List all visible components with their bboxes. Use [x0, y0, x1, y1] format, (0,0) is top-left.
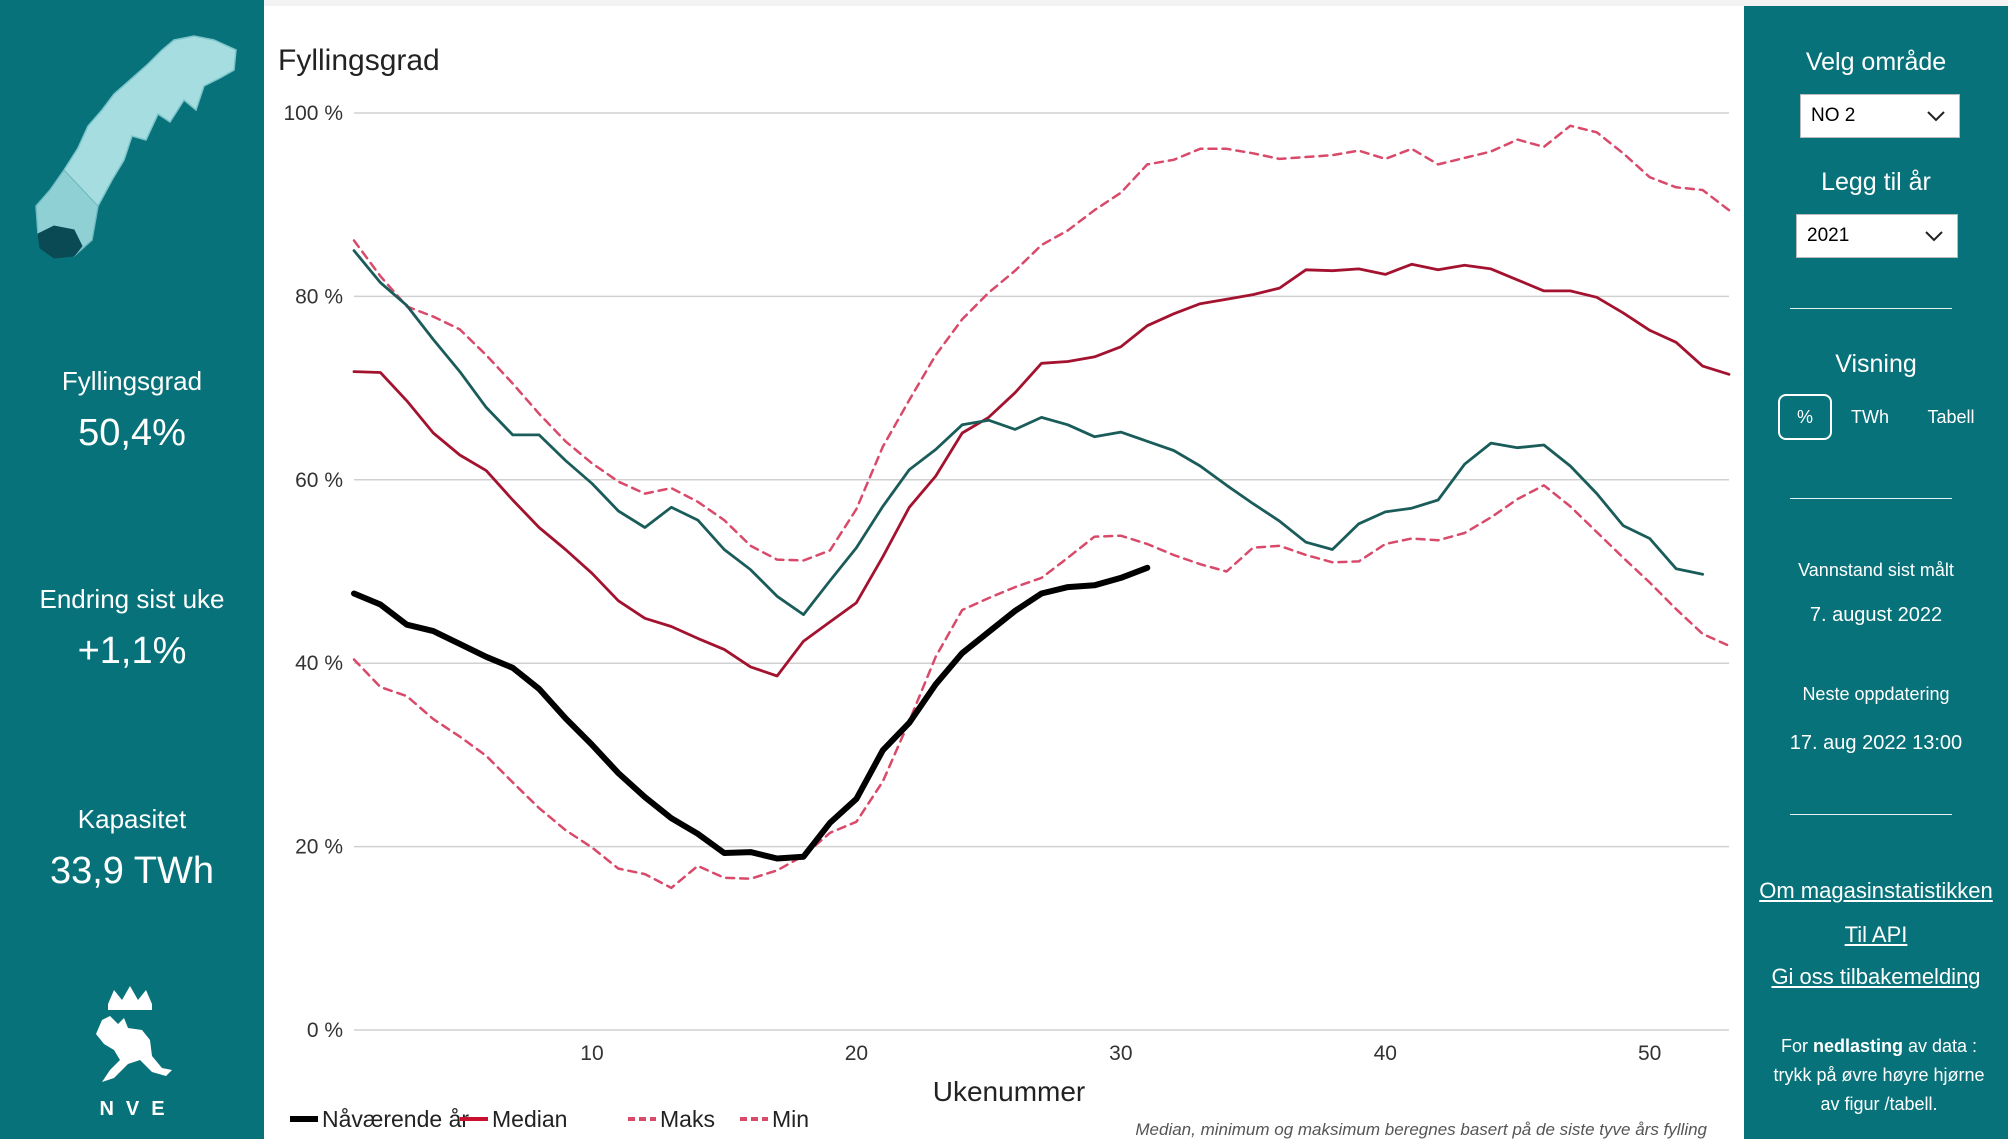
- fyllingsgrad-chart[interactable]: Fyllingsgrad 0 % 20 % 40 % 60 % 80 % 100 % 10…: [264, 6, 1744, 1139]
- area-dropdown-value: NO 2: [1811, 105, 1856, 126]
- y-tick-label: 20 %: [295, 836, 343, 859]
- reindeer-icon: [96, 1016, 172, 1082]
- legend-label: Min: [772, 1106, 809, 1132]
- norway-region-map[interactable]: [24, 30, 244, 280]
- x-axis-ticks: 10 20 30 40 50: [580, 1042, 1661, 1065]
- kpi-endring-label: Endring sist uke: [39, 584, 225, 614]
- left-kpi-panel: Fyllingsgrad 50,4% Endring sist uke +1,1…: [0, 0, 264, 1139]
- download-note-bold: nedlasting: [1812, 1036, 1903, 1056]
- x-tick-label: 10: [580, 1042, 603, 1065]
- link-tilbakemelding[interactable]: Gi oss tilbakemelding: [1771, 964, 1981, 989]
- chevron-down-icon: [1927, 111, 1945, 122]
- nve-logo-text: NVE: [99, 1098, 177, 1120]
- chart-title: Fyllingsgrad: [278, 44, 440, 77]
- x-axis-label: Ukenummer: [933, 1076, 1085, 1107]
- y-tick-label: 100 %: [283, 102, 343, 125]
- y-tick-label: 40 %: [295, 652, 343, 675]
- area-heading: Velg område: [1805, 48, 1947, 76]
- view-toggle: % TWh Tabell: [1744, 394, 2008, 444]
- divider: [1790, 308, 1952, 309]
- next-update-label: Neste oppdatering: [1802, 684, 1950, 704]
- chart-series: [351, 124, 1731, 890]
- legend-label: Nåværende år: [322, 1106, 469, 1132]
- y-axis-ticks: 0 % 20 % 40 % 60 % 80 % 100 %: [283, 102, 343, 1042]
- chart-gridlines: [354, 112, 1729, 1031]
- next-update-value: 17. aug 2022 13:00: [1789, 732, 1963, 754]
- link-til-api[interactable]: Til API: [1844, 922, 1908, 947]
- area-dropdown[interactable]: NO 2: [1800, 94, 1960, 138]
- view-option-percent[interactable]: %: [1778, 394, 1832, 440]
- kpi-endring-value: +1,1%: [77, 630, 187, 672]
- y-tick-label: 60 %: [295, 469, 343, 492]
- x-tick-label: 50: [1638, 1042, 1661, 1065]
- y-tick-label: 80 %: [295, 285, 343, 308]
- download-note: For nedlasting av data : trykk på øvre h…: [1764, 1032, 1994, 1119]
- divider: [1790, 814, 1952, 815]
- last-measured-value: 7. august 2022: [1809, 604, 1943, 626]
- kpi-fyllingsgrad-label: Fyllingsgrad: [61, 366, 203, 396]
- chart-area[interactable]: Fyllingsgrad 0 % 20 % 40 % 60 % 80 % 100 % 10…: [264, 6, 1744, 1139]
- legend-label: Maks: [660, 1106, 715, 1132]
- year-dropdown[interactable]: 2021: [1796, 214, 1958, 258]
- norway-map-region-selected[interactable]: [37, 225, 83, 259]
- download-note-prefix: For: [1780, 1036, 1813, 1056]
- last-measured-label: Vannstand sist målt: [1798, 560, 1954, 580]
- chevron-down-icon: [1925, 231, 1943, 242]
- download-note-suffix: av data : trykk på øvre høyre hjørne av …: [1773, 1036, 1985, 1114]
- link-om-magasinstatistikken[interactable]: Om magasinstatistikken: [1759, 878, 1993, 903]
- nve-logo: [80, 982, 180, 1092]
- kpi-kapasitet-label: Kapasitet: [77, 804, 187, 834]
- series-line-maks[interactable]: [352, 124, 1731, 562]
- series-line-min[interactable]: [352, 484, 1731, 890]
- divider: [1790, 498, 1952, 499]
- kpi-kapasitet-value: 33,9 TWh: [49, 850, 215, 892]
- legend-label: Median: [492, 1106, 567, 1132]
- year-dropdown-value: 2021: [1807, 225, 1850, 246]
- chart-legend: Nåværende år Median Maks Min: [290, 1106, 809, 1132]
- y-tick-label: 0 %: [307, 1019, 343, 1042]
- chart-footnote: Median, minimum og maksimum beregnes bas…: [1135, 1120, 1707, 1139]
- x-tick-label: 40: [1374, 1042, 1397, 1065]
- view-heading: Visning: [1835, 350, 1917, 378]
- year-heading: Legg til år: [1821, 168, 1931, 196]
- view-option-twh[interactable]: TWh: [1851, 406, 1889, 427]
- series-line-2021[interactable]: [352, 249, 1704, 616]
- right-control-panel: Velg område NO 2 Legg til år 2021 Visnin…: [1744, 6, 2008, 1139]
- series-line-n-v-rende-r[interactable]: [351, 564, 1151, 862]
- x-tick-label: 20: [845, 1042, 868, 1065]
- view-option-tabell[interactable]: Tabell: [1927, 406, 1975, 427]
- crown-icon: [108, 986, 152, 1004]
- series-line-median[interactable]: [352, 262, 1731, 678]
- kpi-fyllingsgrad-value: 50,4%: [78, 412, 186, 454]
- x-tick-label: 30: [1109, 1042, 1132, 1065]
